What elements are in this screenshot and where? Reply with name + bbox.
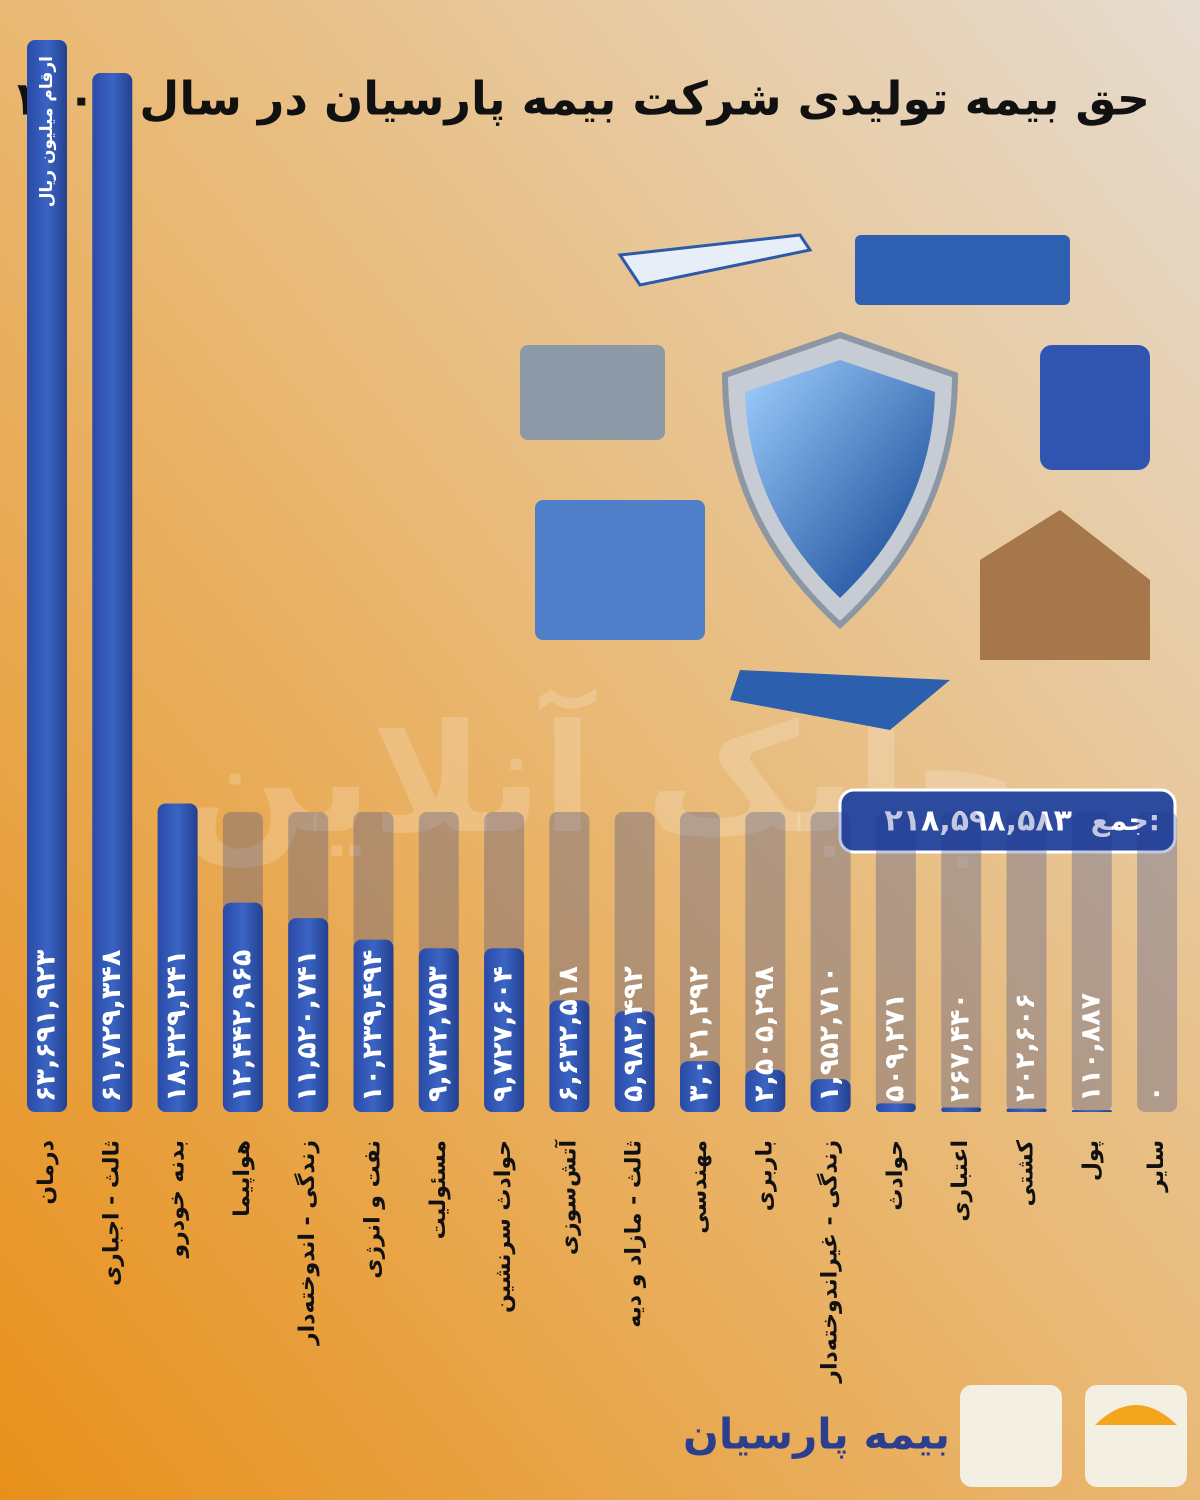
category-label: بدنه خودرو: [165, 1140, 190, 1259]
chart-title: حق بیمه تولیدی شرکت بیمه پارسیان در سال …: [11, 72, 1150, 127]
bar-track: [810, 812, 851, 1112]
bar-track: [1071, 812, 1112, 1112]
bar-track: [875, 812, 916, 1112]
bar: [27, 40, 67, 1112]
bar: [418, 948, 459, 1112]
value-label: ۲۶۷,۴۴۰: [945, 993, 976, 1102]
category-label: حوادث: [883, 1140, 908, 1211]
category-label: کشتی: [1014, 1140, 1039, 1207]
value-label: ۱۱,۵۲۰,۷۴۱: [292, 950, 323, 1102]
bar-track: [1006, 812, 1047, 1112]
bar-track: [745, 812, 786, 1112]
value-label: ۹,۷۳۲,۷۵۳: [422, 966, 453, 1102]
bar: [1006, 1108, 1047, 1112]
value-label: ۰: [1141, 1086, 1172, 1102]
value-label: ۱۸,۳۲۹,۲۴۱: [161, 950, 192, 1102]
total-box: جمع: ۲۱۸,۵۹۸,۵۸۳: [838, 788, 1177, 854]
category-label: هواپیما: [230, 1140, 255, 1217]
category-label: مهندسی: [687, 1140, 712, 1234]
bar: [745, 1069, 786, 1112]
category-label: ثالث - اجباری: [99, 1140, 124, 1286]
brand: بیمه پارسیان: [683, 1410, 950, 1460]
value-label: ۹,۷۲۷,۶۰۴: [488, 966, 519, 1102]
value-label: ۲۰۲,۶۰۶: [1010, 993, 1041, 1102]
value-label: ۱۱۰,۸۸۷: [1075, 992, 1106, 1102]
bar: [353, 939, 394, 1112]
value-label: ۱۲,۴۴۲,۹۶۵: [226, 950, 257, 1102]
logo: بیمه پارسیان: [683, 1385, 1187, 1487]
bar: [614, 1011, 655, 1112]
value-label: ۳,۰۲۱,۲۹۲: [684, 966, 715, 1102]
category-label: اعتباری: [948, 1140, 973, 1222]
bar: [1071, 1110, 1112, 1112]
category-label: ثالث - مازاد و دیه: [622, 1140, 647, 1328]
bar-track: [941, 812, 982, 1112]
total-pill: [838, 788, 1177, 854]
unit-label: ارقام میلیون ریال: [37, 56, 57, 207]
bar: [680, 1061, 720, 1112]
bar: [875, 1103, 916, 1112]
category-label: آتش‌سوزی: [553, 1140, 581, 1256]
value-label: ۵,۹۸۲,۴۹۲: [618, 966, 649, 1102]
bars: ۶۳,۶۹۱,۹۲۳ درمان ۶۱,۷۲۹,۳۴۸ ثالث - اجباری ۱۸…: [27, 40, 1178, 1384]
bar-track: [1137, 812, 1178, 1112]
total-value: ۲۱۸,۵۹۸,۵۸۳: [884, 804, 1072, 839]
illustration: [520, 233, 1150, 730]
category-label: حوادث سرنشین: [491, 1140, 516, 1313]
category-label: درمان: [34, 1140, 59, 1205]
bar: [92, 73, 133, 1113]
category-label: پول: [1079, 1140, 1104, 1181]
bar: [549, 1000, 590, 1112]
category-label: نفت و انرژی: [361, 1140, 386, 1279]
bar-track: [680, 812, 720, 1112]
category-label: زندگی - غیراندوخته‌دار: [816, 1140, 843, 1384]
category-label: مسئولیت: [426, 1140, 451, 1239]
value-label: ۶۱,۷۲۹,۳۴۸: [96, 949, 127, 1102]
value-label: ۱۰,۲۳۹,۴۹۴: [357, 950, 388, 1102]
value-label: ۲,۵۰۵,۲۹۸: [749, 966, 780, 1102]
value-label: ۶,۶۳۲,۵۱۸: [553, 966, 584, 1102]
bar: [810, 1079, 851, 1112]
category-label: سایر: [1144, 1140, 1169, 1193]
category-label: باربری: [752, 1140, 777, 1211]
value-label: ۱,۹۵۲,۷۱۰: [814, 966, 845, 1102]
value-label: ۶۳,۶۹۱,۹۲۳: [31, 949, 62, 1102]
category-label: زندگی - اندوخته‌دار: [293, 1140, 320, 1346]
value-label: ۵۰۹,۲۷۱: [879, 993, 910, 1102]
bar: [484, 948, 525, 1112]
bar: [941, 1107, 982, 1112]
bar: [157, 803, 198, 1112]
bar: [222, 902, 263, 1112]
total-label: جمع:: [1091, 804, 1160, 837]
bar: [288, 918, 329, 1112]
